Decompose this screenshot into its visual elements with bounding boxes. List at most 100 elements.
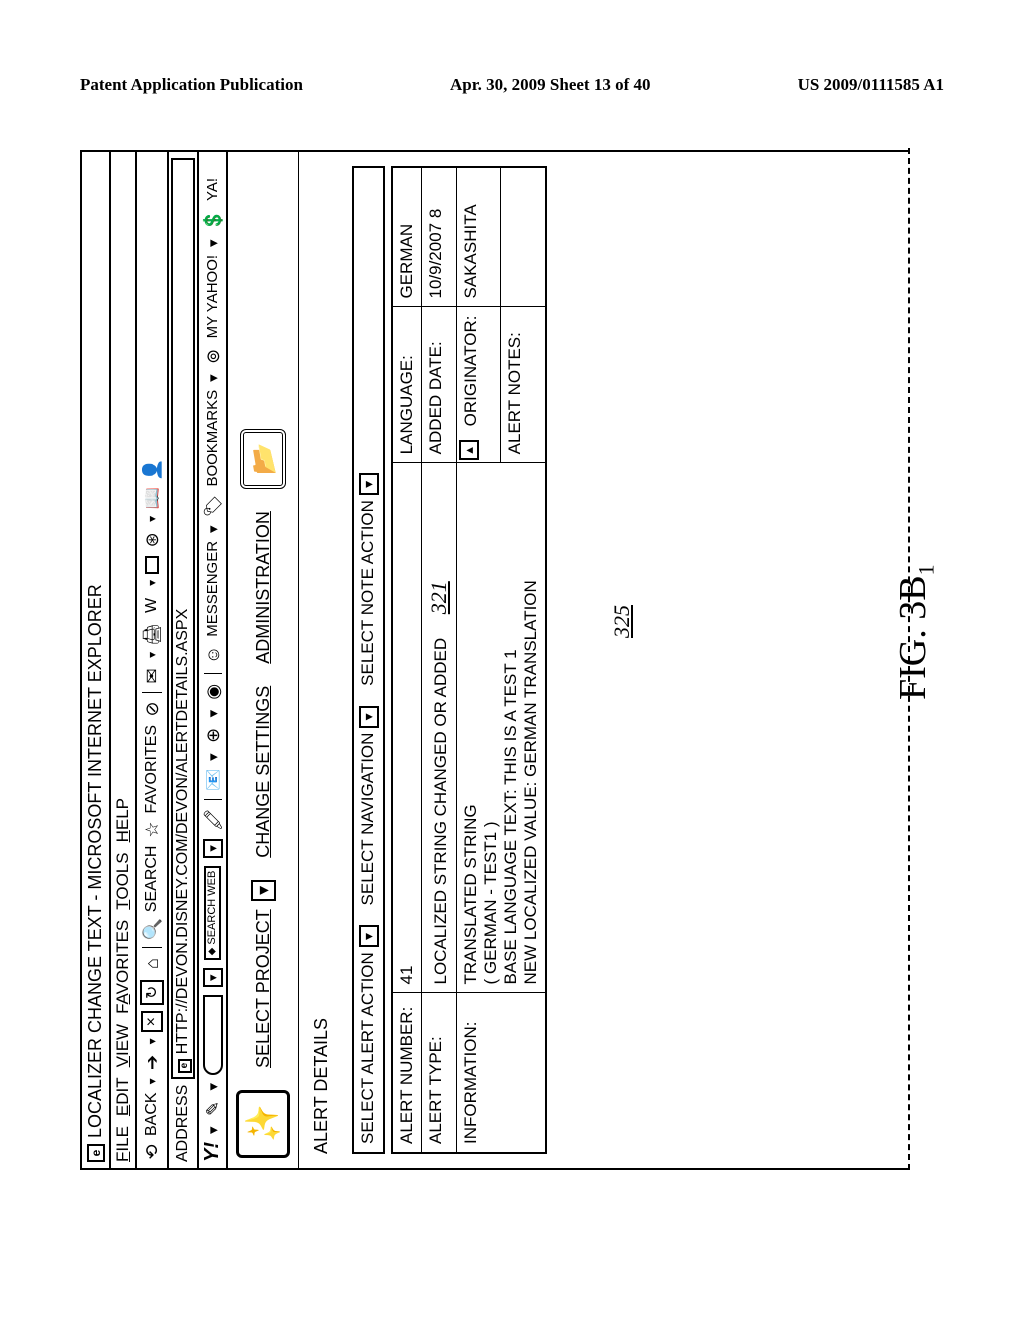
project-dd-icon[interactable]: ▾ <box>251 880 276 901</box>
mail2-dd-icon[interactable]: ▾ <box>204 753 222 761</box>
messenger-label[interactable]: MESSENGER <box>204 541 221 637</box>
yai-label[interactable]: YA! <box>204 178 221 201</box>
refresh-button[interactable]: ↻ <box>140 980 164 1005</box>
menu-help[interactable]: HELP <box>113 798 133 842</box>
myyahoo-icon[interactable]: ⊚ <box>203 346 223 366</box>
yahoo-dd-icon[interactable]: ▾ <box>204 1126 222 1134</box>
edit-icon[interactable]: W <box>143 594 161 617</box>
pub-left: Patent Application Publication <box>80 75 303 95</box>
table-row: ALERT NUMBER: 41 LANGUAGE: GERMAN <box>392 167 422 1153</box>
search-web-dd[interactable]: ▾ <box>203 839 223 858</box>
alert-action-dd-icon[interactable]: ▾ <box>359 925 379 947</box>
discuss-icon[interactable]: ⊛ <box>142 530 162 550</box>
folder-icon: 📂 <box>248 443 279 475</box>
page-icon: e <box>178 1059 192 1073</box>
action-row: SELECT ALERT ACTION ▾ SELECT NAVIGATION … <box>352 166 385 1154</box>
address-label: ADDRESS <box>174 1085 192 1162</box>
home-icon[interactable]: ⌂ <box>142 954 162 974</box>
research-icon[interactable]: 📖 <box>142 487 162 509</box>
mail-icon[interactable]: ✉ <box>142 666 162 686</box>
alert-type-label: ALERT TYPE: <box>421 993 456 1153</box>
pencil-dd-icon[interactable]: ▾ <box>204 1083 222 1091</box>
blank-icon[interactable] <box>145 556 159 574</box>
stop-button[interactable]: × <box>141 1011 163 1032</box>
alert-action-select[interactable]: SELECT ALERT ACTION ▾ <box>358 925 379 1144</box>
sub-nav: ✨ SELECT PROJECT ▾ CHANGE SETTINGS ADMIN… <box>228 152 299 1168</box>
alert-number-label: ALERT NUMBER: <box>392 993 422 1153</box>
menu-file[interactable]: FILE <box>113 1126 133 1162</box>
menu-edit[interactable]: EDIT <box>113 1077 133 1116</box>
title-bar: e LOCALIZER CHANGE TEXT - MICROSOFT INTE… <box>82 152 111 1168</box>
back-dropdown-icon[interactable]: ▾ <box>145 1078 159 1086</box>
window-title: LOCALIZER CHANGE TEXT - MICROSOFT INTERN… <box>85 584 106 1138</box>
search-web-button[interactable]: ⬥ SEARCH WEB <box>204 866 221 961</box>
scroll-up-icon[interactable]: ▴ <box>459 440 479 460</box>
mail-dd-icon[interactable]: ▾ <box>145 652 159 660</box>
globe-dd-icon[interactable]: ▾ <box>204 710 222 718</box>
navigation-select[interactable]: SELECT NAVIGATION ▾ <box>358 706 379 906</box>
search-button[interactable]: SEARCH <box>143 846 161 913</box>
added-date-value: 10/9/2007 8 <box>421 167 456 307</box>
print-icon[interactable]: 🖨 <box>142 623 162 646</box>
alert-details-heading: ALERT DETAILS <box>311 166 332 1154</box>
language-value: GERMAN <box>392 167 422 307</box>
change-settings-link[interactable]: CHANGE SETTINGS <box>253 686 274 858</box>
table-row: INFORMATION: TRANSLATED STRING ( GERMAN … <box>456 167 500 1153</box>
messenger-tb-icon[interactable]: 👤 <box>142 459 162 481</box>
yahoo-logo-icon[interactable]: Y! <box>201 1142 224 1162</box>
back-button[interactable]: BACK <box>143 1092 161 1136</box>
fwd-dropdown-icon[interactable]: ▾ <box>145 1038 159 1046</box>
edit-dd-icon[interactable]: ▾ <box>145 580 159 588</box>
yahoo-search-dd[interactable]: ▾ <box>203 968 223 987</box>
bookmark-icon[interactable]: 🏷 <box>203 495 223 518</box>
select-project-link[interactable]: SELECT PROJECT ▾ <box>251 880 276 1068</box>
highlighter-icon[interactable]: 🖍 <box>203 808 223 831</box>
globe-icon[interactable]: ⊕ <box>203 725 223 745</box>
content-area: ALERT DETAILS SELECT ALERT ACTION ▾ SELE… <box>299 152 547 1168</box>
open-folder-button[interactable]: 📂 <box>240 429 286 489</box>
discuss-dd-icon[interactable]: ▾ <box>145 516 159 524</box>
ie-icon: e <box>87 1144 105 1162</box>
target-icon[interactable]: ◉ <box>203 682 223 702</box>
app-logo: ✨ <box>236 1090 290 1158</box>
ref-325: 325 <box>609 605 635 638</box>
alert-detail-table: ALERT NUMBER: 41 LANGUAGE: GERMAN ALERT … <box>391 166 547 1154</box>
added-date-label: ADDED DATE: <box>421 307 456 463</box>
messenger-dd-icon[interactable]: ▾ <box>204 525 222 533</box>
bookmarks-dd-icon[interactable]: ▾ <box>204 374 222 382</box>
browser-window: e LOCALIZER CHANGE TEXT - MICROSOFT INTE… <box>80 150 910 1170</box>
favorites-star-icon[interactable]: ☆ <box>142 820 162 840</box>
forward-icon[interactable]: ➔ <box>142 1052 162 1072</box>
note-action-dd-icon[interactable]: ▾ <box>359 473 379 495</box>
pub-right: US 2009/0111585 A1 <box>798 75 944 95</box>
menu-favorites[interactable]: FAVORITES <box>113 920 133 1014</box>
navigation-dd-icon[interactable]: ▾ <box>359 706 379 728</box>
myyahoo-label[interactable]: MY YAHOO! <box>204 255 221 338</box>
pencil-icon[interactable]: ✎ <box>203 1098 223 1118</box>
figure-label: FIG. 3B1 <box>891 564 940 700</box>
yahoo-toolbar: Y! ▾ ✎ ▾ ▾ ⬥ SEARCH WEB ▾ 🖍 📧 ▾ ⊕ ▾ ◉ ☺ … <box>199 152 228 1168</box>
menu-view[interactable]: VIEW <box>113 1024 133 1067</box>
alert-notes-value <box>500 167 545 307</box>
menu-tools[interactable]: TOOLS <box>113 852 133 909</box>
history-icon[interactable]: ⊘ <box>142 699 162 719</box>
bookmarks-label[interactable]: BOOKMARKS <box>204 390 221 487</box>
note-action-select[interactable]: SELECT NOTE ACTION ▾ <box>358 473 379 686</box>
favorites-button[interactable]: FAVORITES <box>143 725 161 814</box>
wand-icon: ✨ <box>241 1101 285 1147</box>
address-url: HTTP://DEVON.DISNEY.COM/DEVON/ALERTDETAI… <box>174 609 191 1054</box>
smile-icon[interactable]: ☺ <box>203 645 223 665</box>
back-icon[interactable]: ⟲ <box>142 1142 162 1162</box>
dollar-icon[interactable]: 💲 <box>203 209 223 231</box>
administration-link[interactable]: ADMINISTRATION <box>253 511 274 664</box>
search-icon[interactable]: 🔍 <box>142 918 162 940</box>
yahoo-search-input[interactable] <box>203 995 223 1075</box>
originator-value: SAKASHITA <box>456 167 500 307</box>
mail2-icon[interactable]: 📧 <box>203 769 223 791</box>
table-row: ALERT TYPE: LOCALIZED STRING CHANGED OR … <box>421 167 456 1153</box>
ref-321: 321 <box>426 581 451 614</box>
address-field[interactable]: e HTTP://DEVON.DISNEY.COM/DEVON/ALERTDET… <box>171 158 195 1079</box>
myyahoo-dd-icon[interactable]: ▾ <box>204 239 222 247</box>
figure-wrap: e LOCALIZER CHANGE TEXT - MICROSOFT INTE… <box>80 140 940 1180</box>
alert-type-value: LOCALIZED STRING CHANGED OR ADDED 321 <box>421 463 456 993</box>
